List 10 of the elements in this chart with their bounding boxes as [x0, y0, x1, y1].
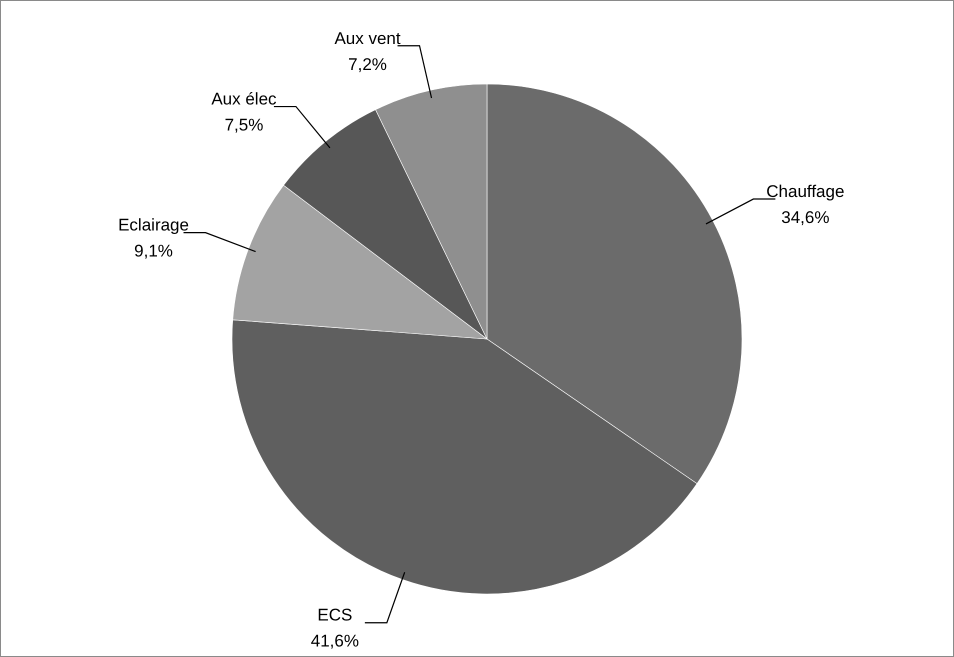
data-label: 9,1% [134, 242, 173, 261]
slice-label: Aux vent [334, 28, 401, 48]
slice-label: ECS [317, 606, 352, 625]
data-label: 34,6% [781, 208, 830, 228]
data-label: 41,6% [310, 632, 359, 651]
slice-label: Aux élec [211, 90, 278, 109]
data-label: 7,5% [224, 116, 264, 135]
data-label: 7,2% [348, 54, 387, 74]
slice-label: Chauffage [766, 182, 844, 202]
slice-label: Eclairage [118, 216, 189, 235]
